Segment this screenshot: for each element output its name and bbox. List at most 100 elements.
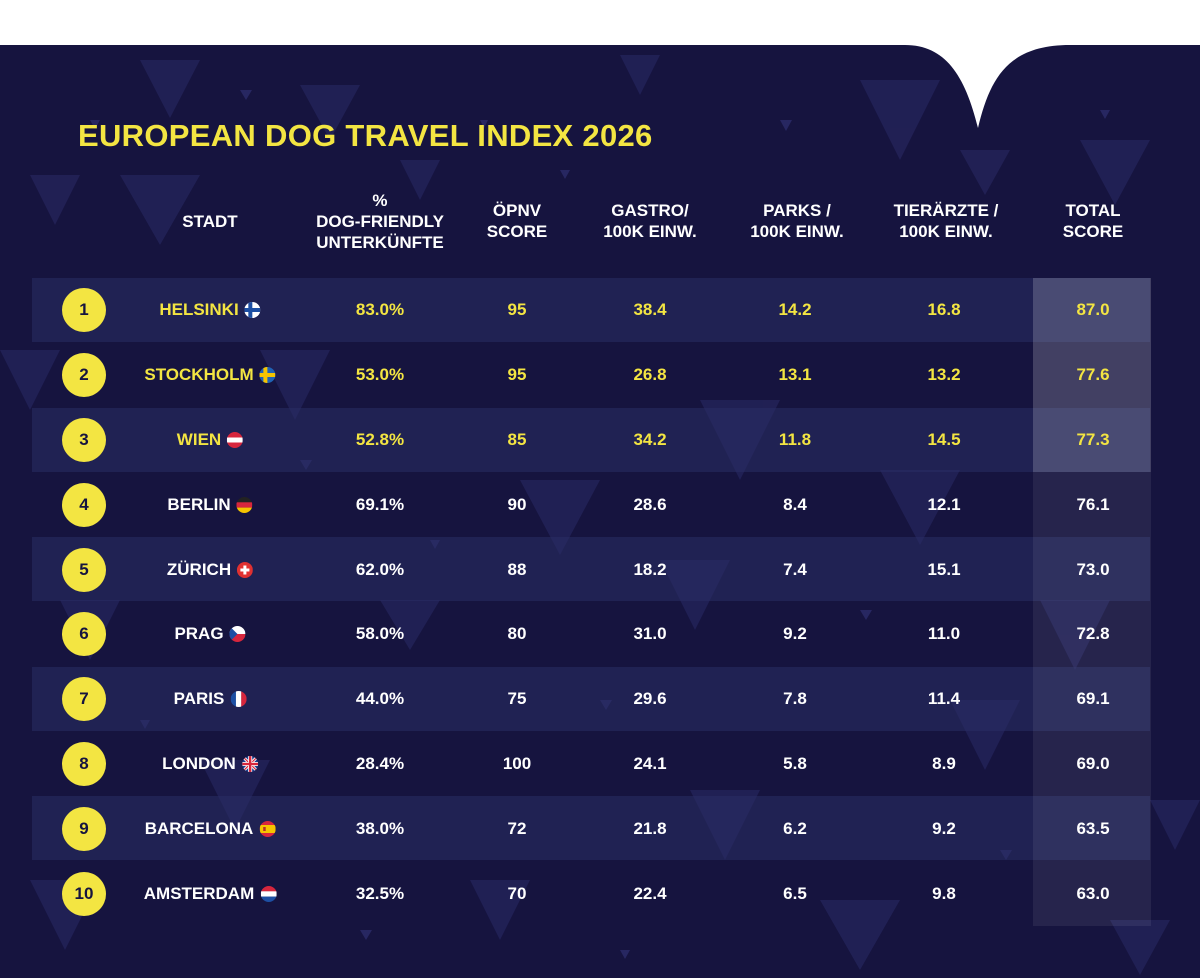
city-name: AMSTERDAM — [143, 883, 255, 903]
germany-flag-icon — [236, 496, 253, 513]
parks-value: 6.5 — [783, 883, 807, 903]
header-dog-friendly: % DOG-FRIENDLY UNTERKÜNFTE — [316, 190, 444, 252]
parks-value: 11.8 — [778, 430, 812, 449]
city-name: HELSINKI — [159, 300, 239, 320]
tieraerzte-value: 15.1 — [927, 559, 961, 579]
parks-value: 9.2 — [783, 624, 807, 644]
city-name: ZÜRICH — [166, 559, 232, 579]
gastro-value: 38.4 — [633, 300, 667, 320]
dog-friendly-value: 52.8% — [355, 430, 405, 449]
rank-badge: 7 — [62, 677, 106, 722]
city-name: WIEN — [176, 430, 222, 449]
gastro-value: 21.8 — [633, 818, 667, 838]
total-score-value: 77.6 — [1076, 365, 1110, 385]
france-flag-icon — [230, 691, 247, 708]
rank-badge: 8 — [62, 742, 106, 786]
total-score-column-shade — [1033, 278, 1151, 926]
total-score-value: 63.5 — [1076, 818, 1110, 838]
city-cell: LONDON — [162, 754, 258, 774]
opnv-score-value: 95 — [507, 365, 527, 385]
dog-friendly-value: 38.0% — [355, 818, 405, 838]
dog-friendly-value: 83.0% — [355, 300, 405, 320]
table-row-band — [32, 666, 1150, 731]
austria-flag-icon — [227, 432, 244, 448]
top-three-total-highlight — [1033, 278, 1151, 472]
opnv-score-value: 70 — [507, 883, 527, 903]
spain-flag-icon — [259, 820, 276, 837]
opnv-score-value: 85 — [507, 430, 527, 449]
rank-badge: 6 — [62, 612, 106, 657]
total-score-value: 87.0 — [1076, 300, 1110, 320]
total-score-value: 72.8 — [1076, 624, 1110, 644]
rank-badge: 5 — [62, 547, 106, 592]
table-row-band — [32, 796, 1150, 861]
parks-value: 7.8 — [783, 689, 807, 709]
city-cell: BARCELONA — [145, 819, 276, 839]
page-title: EUROPEAN DOG TRAVEL INDEX 2026 — [78, 118, 653, 153]
parks-value: 5.8 — [783, 754, 807, 773]
city-cell: BERLIN — [167, 494, 253, 515]
sweden-flag-icon — [259, 367, 276, 384]
table-row-band — [32, 537, 1150, 602]
gastro-value: 31.0 — [633, 624, 667, 644]
gastro-value: 24.1 — [633, 754, 667, 773]
dog-friendly-value: 69.1% — [355, 494, 405, 514]
uk-flag-icon — [241, 756, 258, 772]
dog-friendly-value: 28.4% — [355, 754, 405, 773]
city-cell: ZÜRICH — [166, 559, 254, 580]
total-score-value: 77.3 — [1076, 430, 1110, 449]
czechia-flag-icon — [229, 626, 246, 643]
total-score-value: 69.1 — [1076, 689, 1110, 709]
dog-friendly-value: 53.0% — [355, 365, 405, 385]
netherlands-flag-icon — [260, 885, 277, 902]
total-score-value: 73.0 — [1076, 559, 1110, 579]
tieraerzte-value: 9.2 — [932, 818, 956, 838]
gastro-value: 18.2 — [633, 559, 667, 579]
city-cell: AMSTERDAM — [144, 884, 277, 904]
rank-badge: 3 — [62, 418, 106, 462]
header-tieraerzte: TIERÄRZTE / 100K EINW. — [893, 201, 999, 241]
city-name: BARCELONA — [144, 818, 254, 838]
city-cell: HELSINKI — [159, 300, 261, 320]
city-name: STOCKHOLM — [144, 365, 254, 385]
table-row-band — [32, 407, 1150, 472]
total-score-value: 63.0 — [1076, 883, 1110, 903]
opnv-score-value: 75 — [507, 689, 527, 709]
gastro-value: 22.4 — [633, 883, 667, 903]
total-score-value: 69.0 — [1076, 754, 1110, 773]
parks-value: 13.1 — [778, 365, 812, 385]
total-score-value: 76.1 — [1076, 494, 1110, 514]
tieraerzte-value: 11.0 — [927, 624, 961, 644]
dog-friendly-value: 32.5% — [355, 883, 405, 903]
tieraerzte-value: 16.8 — [927, 300, 961, 320]
rank-badge: 9 — [62, 806, 106, 851]
city-name: LONDON — [162, 754, 236, 773]
table-row-band — [32, 278, 1150, 342]
tieraerzte-value: 8.9 — [932, 754, 956, 773]
city-name: PARIS — [173, 689, 225, 709]
rank-badge: 2 — [62, 353, 106, 398]
switzerland-flag-icon — [237, 561, 254, 578]
opnv-score-value: 100 — [502, 754, 532, 773]
city-cell: PRAG — [174, 624, 246, 644]
tieraerzte-value: 12.1 — [927, 494, 961, 514]
gastro-value: 29.6 — [633, 689, 667, 709]
opnv-score-value: 90 — [507, 494, 527, 514]
rank-badge: 1 — [62, 288, 106, 333]
city-name: BERLIN — [167, 494, 231, 514]
tieraerzte-value: 13.2 — [927, 365, 961, 385]
rank-badge: 4 — [62, 482, 106, 527]
city-cell: WIEN — [176, 430, 244, 450]
opnv-score-value: 72 — [507, 818, 527, 838]
tieraerzte-value: 9.8 — [932, 883, 956, 903]
header-total-score: TOTAL SCORE — [1062, 201, 1124, 241]
dog-friendly-value: 44.0% — [355, 689, 405, 709]
opnv-score-value: 80 — [507, 624, 527, 644]
parks-value: 6.2 — [783, 818, 807, 838]
city-cell: STOCKHOLM — [144, 365, 276, 385]
dog-friendly-value: 58.0% — [355, 624, 405, 644]
parks-value: 7.4 — [783, 559, 807, 579]
city-cell: PARIS — [174, 689, 247, 709]
tieraerzte-value: 14.5 — [927, 430, 961, 449]
header-parks: PARKS / 100K EINW. — [750, 201, 844, 241]
